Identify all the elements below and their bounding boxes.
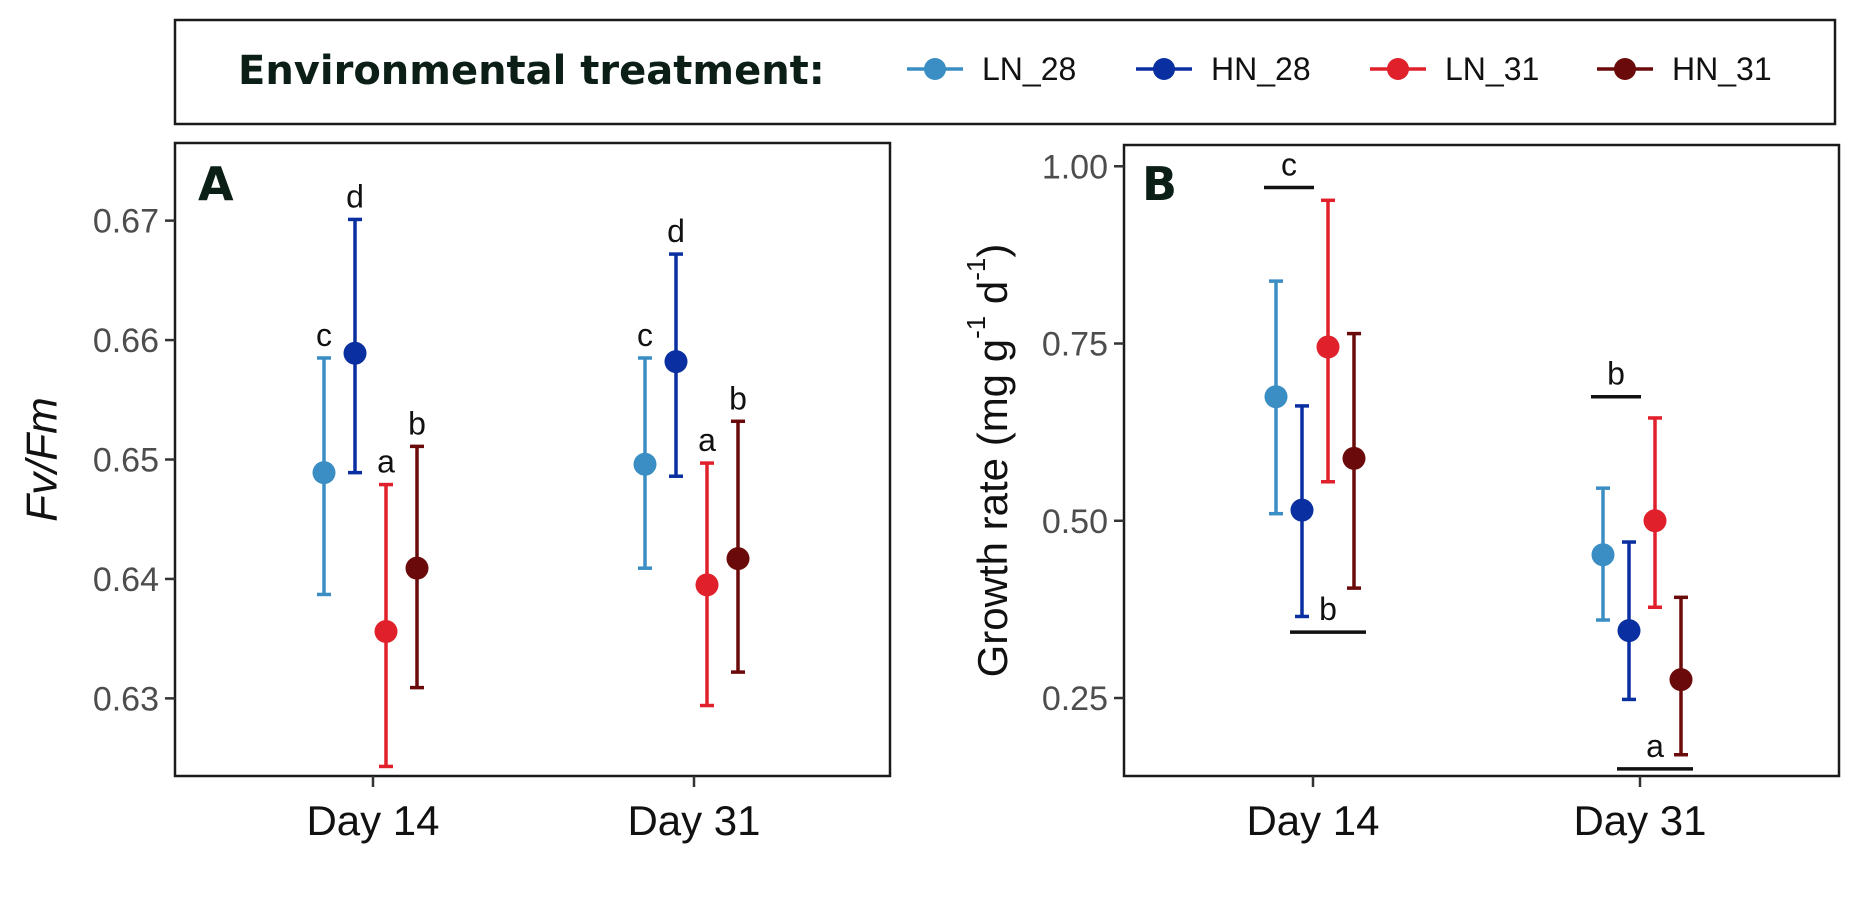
ylabel-part: d [969,281,1016,316]
significance-letter: a [377,444,395,480]
y-tick-label: 0.67 [93,203,159,241]
y-tick-label: 0.75 [1042,326,1108,364]
significance-letter: b [729,380,747,416]
data-point [312,461,336,485]
y-tick-label: 0.65 [93,442,159,480]
panel-a-letter: A [198,157,234,211]
ylabel-part: ) [969,244,1016,258]
ylabel-part: Growth rate (mg g [969,339,1016,677]
y-tick-label: 1.00 [1042,148,1108,186]
significance-letter: b [1319,591,1337,627]
panel-b: B Growth rate (mg g-1 d-1) 0.250.500.751… [961,143,1841,844]
legend-label: LN_31 [1445,51,1539,87]
y-tick-label: 0.25 [1042,680,1108,718]
y-tick-label: 0.64 [93,561,159,599]
legend-entry-ln31: LN_31 [1370,51,1539,87]
data-point [633,452,657,476]
y-tick-label: 0.66 [93,322,159,360]
data-point [405,556,429,580]
significance-letter: d [667,213,685,249]
data-point [1669,668,1693,692]
significance-letter: c [1281,147,1297,183]
legend-entry-hn31: HN_31 [1597,51,1772,87]
legend-label: HN_28 [1211,51,1311,87]
legend-swatch-point [1153,58,1175,80]
data-point [1316,335,1340,359]
data-point [664,350,688,374]
significance-letter: a [698,422,716,458]
data-point [1290,498,1314,522]
significance-letter: b [408,405,426,441]
data-point [374,619,398,643]
legend-label: HN_31 [1672,51,1772,87]
legend-title: Environmental treatment: [238,48,825,94]
legend-swatch-point [1387,58,1409,80]
legend-entry-ln28: LN_28 [907,51,1076,87]
data-point [1591,543,1615,567]
legend: Environmental treatment: LN_28 HN_28 LN_… [173,18,1837,126]
significance-letter: c [316,317,332,353]
plot-frame [1122,143,1841,778]
data-point [726,547,750,571]
significance-letter: b [1607,356,1625,392]
x-tick-label: Day 14 [1246,797,1379,844]
significance-letter: a [1646,728,1664,764]
significance-letter: c [637,317,653,353]
data-point [1643,509,1667,533]
legend-swatch-point [1614,58,1636,80]
y-tick-label: 0.63 [93,680,159,718]
x-tick-label: Day 14 [306,797,439,844]
legend-entry-hn28: HN_28 [1136,51,1311,87]
panel-b-y-axis-label: Growth rate (mg g-1 d-1) [961,244,1016,678]
ylabel-superscript: -1 [961,258,991,281]
panel-a: A Fv/Fm 0.63 0.64 0.65 0.66 0.67 Day 14 Day 31… [18,141,892,844]
data-point [1342,446,1366,470]
x-tick-label: Day 31 [1573,797,1706,844]
plot-frame [173,141,892,778]
panel-a-y-axis-label: Fv/Fm [18,397,67,522]
legend-box [173,18,1837,126]
x-tick-label: Day 31 [627,797,760,844]
legend-label: LN_28 [982,51,1076,87]
data-point [1617,619,1641,643]
y-tick-label: 0.50 [1042,503,1108,541]
data-point [695,573,719,597]
significance-letter: d [346,178,364,214]
legend-swatch-point [924,58,946,80]
data-point [1264,385,1288,409]
ylabel-superscript: -1 [961,316,991,339]
data-point [343,341,367,365]
panel-b-letter: B [1142,157,1177,211]
